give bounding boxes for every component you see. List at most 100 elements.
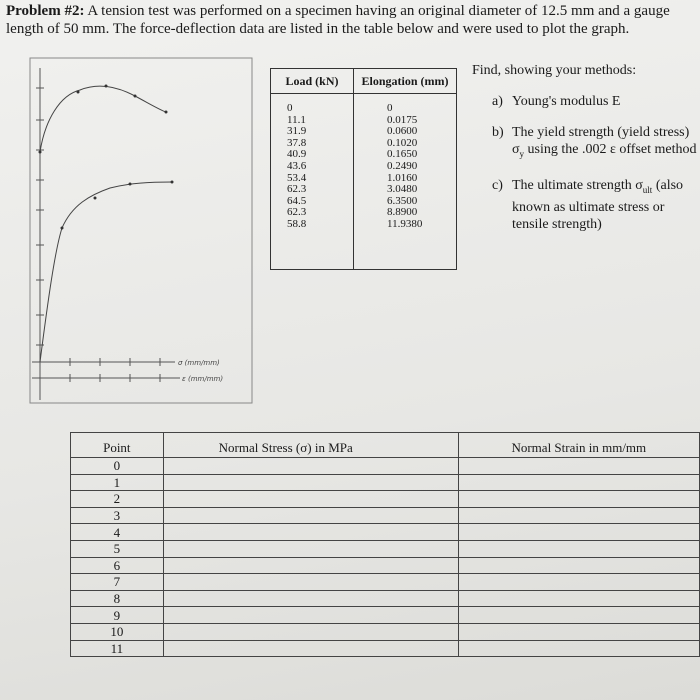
question-item: b) The yield strength (yield stress) σy u… — [472, 124, 697, 163]
stress-cell — [162, 589, 459, 608]
strain-cell — [457, 457, 700, 475]
strain-cell — [457, 606, 700, 624]
table-row: 4 — [70, 523, 700, 541]
curve-upper — [39, 85, 167, 153]
stress-cell — [162, 523, 459, 541]
point-number: 0 — [70, 457, 164, 475]
elongation-value: 0.2490 — [387, 159, 418, 172]
load-value: 31.9 — [287, 125, 307, 138]
load-value: 37.8 — [287, 136, 307, 149]
table-row: 7 — [70, 573, 700, 591]
stress-cell — [162, 473, 459, 492]
point-number: 7 — [70, 573, 164, 591]
questions: Find, showing your methods: a) Young's mo… — [472, 62, 697, 233]
point-number: 9 — [70, 606, 164, 624]
point-number: 11 — [70, 639, 164, 658]
point-number: 2 — [70, 490, 164, 508]
questions-intro: Find, showing your methods: — [472, 63, 637, 78]
point-number: 8 — [70, 589, 164, 608]
point-number: 10 — [70, 622, 164, 641]
question-label: b) — [492, 125, 504, 140]
stress-cell — [162, 539, 459, 558]
elongation-value: 0.0175 — [387, 113, 418, 126]
load-value: 0 — [287, 102, 293, 114]
table-row: 9 — [70, 606, 700, 624]
stress-cell — [162, 573, 459, 591]
stress-cell — [162, 457, 459, 475]
strain-cell — [457, 573, 700, 591]
load-value: 62.3 — [287, 183, 307, 196]
table-header: Normal Stress (σ) in MPa — [162, 432, 459, 458]
question-text: The yield strength (yield stress) σ — [512, 125, 690, 157]
elongation-value: 0 — [387, 102, 393, 114]
strain-cell — [457, 490, 700, 508]
load-value: 64.5 — [287, 194, 307, 207]
strain-cell — [457, 639, 700, 658]
elongation-value: 0.1020 — [387, 136, 418, 149]
table-row: 2 — [70, 490, 700, 508]
graph-note: σ (mm/mm) — [178, 359, 220, 367]
elongation-value: 0.1650 — [387, 148, 418, 161]
table-row: 1 — [70, 473, 700, 492]
question-label: a) — [492, 94, 503, 109]
stress-cell — [162, 606, 459, 624]
stress-cell — [162, 622, 459, 641]
stress-cell — [162, 639, 459, 658]
question-text: using the .002 ε offset method — [524, 142, 697, 157]
problem-text: A tension test was performed on a specim… — [6, 3, 670, 37]
point-number: 3 — [70, 506, 164, 525]
elongation-value: 8.8900 — [387, 206, 418, 219]
load-value: 58.8 — [287, 217, 307, 230]
strain-cell — [457, 539, 700, 558]
question-item: c) The ultimate strength σult (also known… — [472, 177, 697, 233]
graph-note: ε (mm/mm) — [182, 375, 223, 383]
table-row: 11 — [70, 639, 700, 658]
question-subscript: ult — [642, 184, 653, 195]
load-value: 43.6 — [287, 159, 307, 172]
x-ticks — [69, 358, 161, 382]
table-row: 8 — [70, 589, 700, 608]
elongation-value: 11.9380 — [387, 217, 423, 230]
problem-label: Problem #2: — [6, 3, 85, 19]
stress-cell — [162, 556, 459, 575]
table-header: Load (kN) — [271, 69, 354, 94]
question-text: The ultimate strength σ — [512, 177, 643, 193]
load-value: 62.3 — [287, 206, 307, 219]
table-row: 3 — [70, 506, 700, 525]
strain-cell — [457, 622, 700, 641]
table-header: Point — [70, 432, 164, 458]
strain-cell — [457, 556, 700, 575]
question-text: (also known as ultimate stress or tensil… — [512, 177, 684, 232]
question-text: Young's modulus E — [512, 94, 621, 109]
stress-cell — [162, 506, 459, 525]
table-row: 10 — [70, 622, 700, 641]
point-number: 6 — [70, 556, 164, 575]
table-header: Elongation (mm) — [354, 69, 456, 94]
strain-cell — [457, 523, 700, 541]
table-row: 6 — [70, 556, 700, 575]
point-number: 5 — [70, 539, 164, 558]
answer-table: Point Normal Stress (σ) in MPa Normal St… — [70, 432, 700, 658]
table-row: 5 — [70, 539, 700, 558]
problem-statement: Problem #2: A tension test was performed… — [6, 2, 696, 38]
elongation-value: 3.0480 — [387, 183, 418, 196]
strain-cell — [457, 506, 700, 525]
elongation-value: 6.3500 — [387, 194, 418, 207]
stress-cell — [162, 490, 459, 508]
load-value: 53.4 — [287, 171, 307, 184]
load-value: 11.1 — [287, 113, 306, 126]
point-number: 4 — [70, 523, 164, 541]
elongation-value: 1.0160 — [387, 171, 418, 184]
graph-frame — [29, 57, 253, 404]
load-value: 40.9 — [287, 148, 307, 161]
load-column: 0 11.1 31.9 37.8 40.9 43.6 53.4 62.3 64.5 62.3 58.… — [287, 102, 307, 231]
elongation-value: 0.0600 — [387, 125, 418, 138]
point-number: 1 — [70, 473, 164, 492]
table-row: 0 — [70, 457, 700, 475]
question-label: c) — [492, 177, 503, 193]
data-table: Load (kN) Elongation (mm) 0 11.1 31.9 37.8 4… — [270, 68, 457, 270]
strain-cell — [457, 473, 700, 492]
strain-cell — [457, 589, 700, 608]
